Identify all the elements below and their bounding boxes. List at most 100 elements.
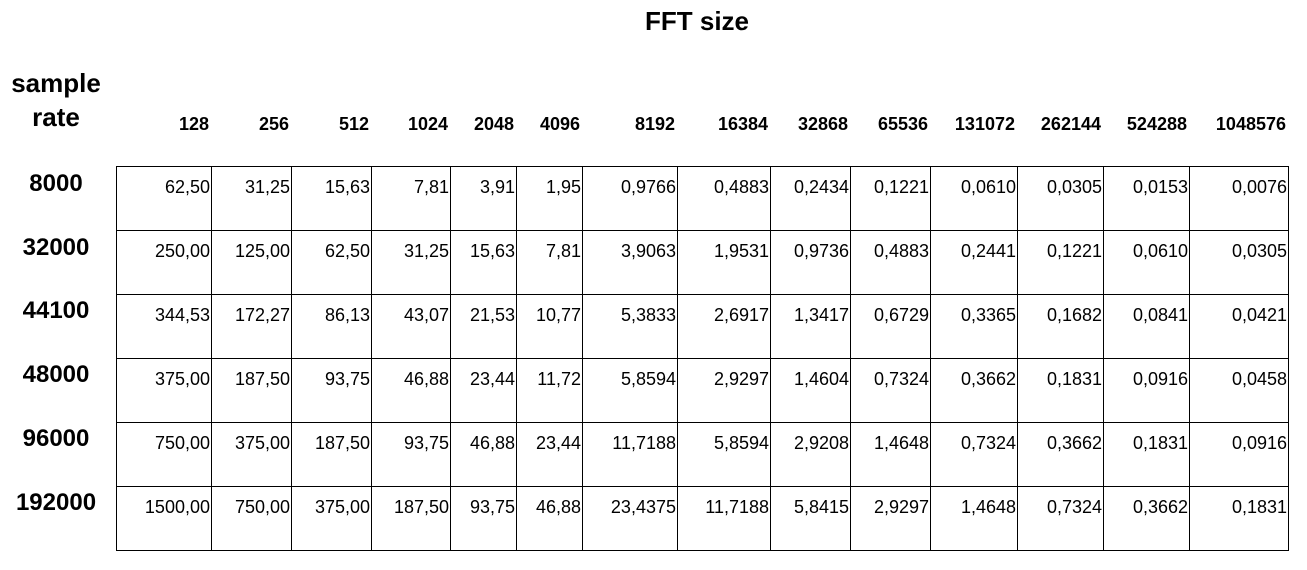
table-cell: 0,3662	[1046, 433, 1102, 453]
table-cell: 3,91	[479, 177, 515, 197]
table-cell: 0,0458	[1231, 369, 1287, 389]
table-cell: 11,7188	[705, 497, 769, 517]
table-cell: 2,9297	[713, 369, 769, 389]
table-cell: 125,00	[234, 241, 290, 261]
table-cell: 1,4648	[960, 497, 1016, 517]
table-cell: 0,3662	[1132, 497, 1188, 517]
column-header-32868: 32868	[797, 114, 848, 134]
table-cell: 23,44	[469, 369, 515, 389]
table-cell: 46,88	[469, 433, 515, 453]
table-cell: 750,00	[234, 497, 290, 517]
table-cell: 0,7324	[1046, 497, 1102, 517]
table-cell: 1,95	[545, 177, 581, 197]
column-header-65536: 65536	[877, 114, 928, 134]
table-cell: 0,1831	[1046, 369, 1102, 389]
column-header-4096: 4096	[539, 114, 580, 134]
column-header-8192: 8192	[634, 114, 675, 134]
table-cell: 5,8415	[793, 497, 849, 517]
column-header-262144: 262144	[1040, 114, 1101, 134]
table-cell: 46,88	[403, 369, 449, 389]
table-cell: 5,8594	[713, 433, 769, 453]
column-header-512: 512	[338, 114, 369, 134]
table-cell: 0,6729	[873, 305, 929, 325]
table-cell: 0,4883	[713, 177, 769, 197]
row-header-192000: 192000	[15, 489, 97, 516]
table-cell: 2,6917	[713, 305, 769, 325]
table-cell: 0,1221	[1046, 241, 1102, 261]
table-cell: 1,3417	[793, 305, 849, 325]
table-cell: 0,2434	[793, 177, 849, 197]
table-cell: 62,50	[164, 177, 210, 197]
table-cell: 375,00	[234, 433, 290, 453]
table-cell: 0,0421	[1231, 305, 1287, 325]
row-header-44100: 44100	[22, 297, 90, 324]
table-cell: 3,9063	[620, 241, 676, 261]
table-cell: 10,77	[535, 305, 581, 325]
column-header-128: 128	[178, 114, 209, 134]
chart-title: FFT size	[645, 6, 750, 36]
table-cell: 0,0305	[1231, 241, 1287, 261]
table-cell: 250,00	[154, 241, 210, 261]
table-cell: 0,0841	[1132, 305, 1188, 325]
table-cell: 0,1831	[1231, 497, 1287, 517]
column-header-131072: 131072	[954, 114, 1015, 134]
table-cell: 23,4375	[610, 497, 676, 517]
table-cell: 1,4648	[873, 433, 929, 453]
table-cell: 1500,00	[144, 497, 210, 517]
table-cell: 15,63	[324, 177, 370, 197]
table-cell: 11,7188	[612, 433, 676, 453]
row-header-8000: 8000	[29, 170, 83, 197]
row-header-title: sample rate	[11, 68, 101, 132]
column-header-16384: 16384	[717, 114, 768, 134]
table-cell: 0,9766	[620, 177, 676, 197]
table-cell: 0,3365	[960, 305, 1016, 325]
table-cell: 187,50	[314, 433, 370, 453]
table-cell: 0,3662	[960, 369, 1016, 389]
table-cell: 43,07	[403, 305, 449, 325]
table-cell: 0,0153	[1132, 177, 1188, 197]
table-cell: 0,7324	[960, 433, 1016, 453]
table-cell: 0,9736	[793, 241, 849, 261]
table-cell: 344,53	[154, 305, 210, 325]
table-cell: 11,72	[537, 369, 581, 389]
column-header-256: 256	[258, 114, 289, 134]
table-cell: 0,1221	[873, 177, 929, 197]
table-cell: 187,50	[393, 497, 449, 517]
table-cell: 0,1682	[1046, 305, 1102, 325]
table-cell: 187,50	[234, 369, 290, 389]
table-cell: 2,9208	[793, 433, 849, 453]
table-cell: 375,00	[154, 369, 210, 389]
table-cell: 15,63	[469, 241, 515, 261]
table-cell: 750,00	[154, 433, 210, 453]
table-cell: 1,9531	[713, 241, 769, 261]
table-cell: 1,4604	[793, 369, 849, 389]
table-cell: 5,8594	[620, 369, 676, 389]
table-cell: 0,0916	[1231, 433, 1287, 453]
table-cell: 0,0610	[1132, 241, 1188, 261]
table-cell: 172,27	[234, 305, 290, 325]
table-cell: 0,4883	[873, 241, 929, 261]
table-cell: 62,50	[324, 241, 370, 261]
table-cell: 2,9297	[873, 497, 929, 517]
column-header-524288: 524288	[1126, 114, 1187, 134]
table-cell: 0,0076	[1231, 177, 1287, 197]
table-cell: 93,75	[324, 369, 370, 389]
table-cell: 375,00	[314, 497, 370, 517]
table-cell: 7,81	[545, 241, 581, 261]
table-cell: 7,81	[413, 177, 449, 197]
table-cell: 21,53	[469, 305, 515, 325]
row-header-48000: 48000	[22, 361, 90, 388]
table-cell: 31,25	[403, 241, 449, 261]
column-header-1048576: 1048576	[1215, 114, 1286, 134]
table-cell: 0,0305	[1046, 177, 1102, 197]
table-cell: 86,13	[324, 305, 370, 325]
table-cell: 0,2441	[960, 241, 1016, 261]
column-header-1024: 1024	[407, 114, 448, 134]
table-cell: 93,75	[403, 433, 449, 453]
column-header-2048: 2048	[473, 114, 514, 134]
row-header-96000: 96000	[22, 425, 90, 452]
table-cell: 0,7324	[873, 369, 929, 389]
table-cell: 93,75	[469, 497, 515, 517]
table-cell: 0,1831	[1132, 433, 1188, 453]
